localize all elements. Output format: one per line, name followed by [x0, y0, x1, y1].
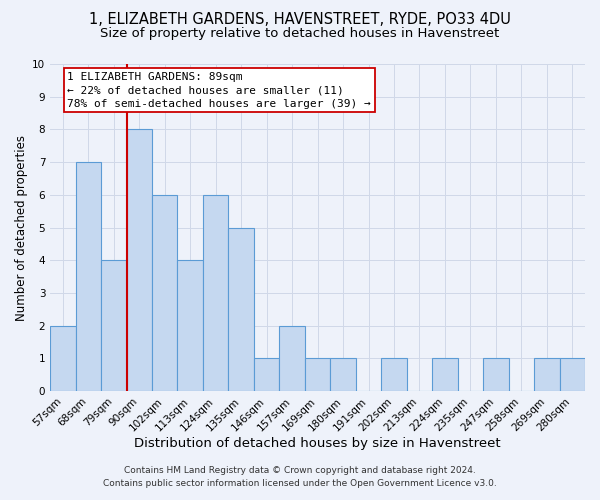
- Bar: [229, 228, 254, 391]
- Text: Size of property relative to detached houses in Havenstreet: Size of property relative to detached ho…: [100, 28, 500, 40]
- Bar: [50, 326, 76, 391]
- Bar: [483, 358, 509, 391]
- Bar: [432, 358, 458, 391]
- Bar: [254, 358, 280, 391]
- Bar: [203, 195, 229, 391]
- Bar: [280, 326, 305, 391]
- Bar: [152, 195, 178, 391]
- Bar: [76, 162, 101, 391]
- Bar: [381, 358, 407, 391]
- Text: 1, ELIZABETH GARDENS, HAVENSTREET, RYDE, PO33 4DU: 1, ELIZABETH GARDENS, HAVENSTREET, RYDE,…: [89, 12, 511, 28]
- Text: 1 ELIZABETH GARDENS: 89sqm
← 22% of detached houses are smaller (11)
78% of semi: 1 ELIZABETH GARDENS: 89sqm ← 22% of deta…: [67, 72, 371, 108]
- Bar: [101, 260, 127, 391]
- Bar: [331, 358, 356, 391]
- Bar: [127, 130, 152, 391]
- Y-axis label: Number of detached properties: Number of detached properties: [15, 134, 28, 320]
- Bar: [178, 260, 203, 391]
- Bar: [560, 358, 585, 391]
- Text: Contains HM Land Registry data © Crown copyright and database right 2024.
Contai: Contains HM Land Registry data © Crown c…: [103, 466, 497, 487]
- Bar: [305, 358, 331, 391]
- Bar: [534, 358, 560, 391]
- X-axis label: Distribution of detached houses by size in Havenstreet: Distribution of detached houses by size …: [134, 437, 501, 450]
